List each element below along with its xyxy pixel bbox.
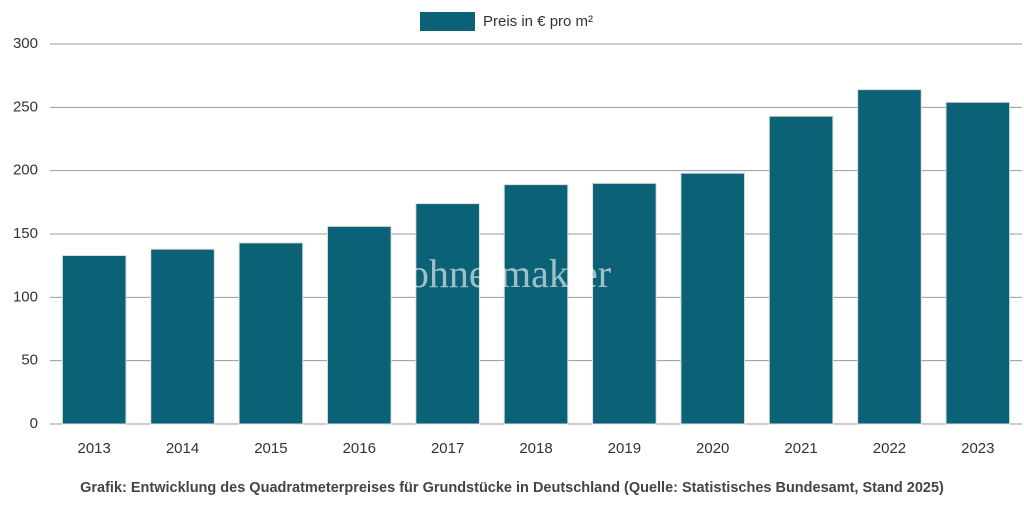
bar bbox=[768, 115, 834, 425]
x-tick-label: 2019 bbox=[608, 440, 641, 457]
bar bbox=[592, 182, 657, 425]
x-tick-label: 2018 bbox=[519, 440, 552, 457]
x-tick-label: 2020 bbox=[696, 440, 729, 457]
x-tick-label: 2014 bbox=[166, 440, 199, 457]
bar bbox=[150, 248, 215, 425]
caption: Grafik: Entwicklung des Quadratmeterprei… bbox=[80, 480, 944, 496]
bar bbox=[326, 225, 392, 425]
x-tick-label: 2022 bbox=[873, 440, 906, 457]
x-tick-label: 2017 bbox=[431, 440, 464, 457]
x-tick-label: 2023 bbox=[961, 440, 994, 457]
y-tick-label: 0 bbox=[30, 415, 38, 432]
x-tick-label: 2013 bbox=[77, 440, 110, 457]
bar bbox=[945, 101, 1011, 425]
bar bbox=[857, 89, 922, 425]
y-tick-label: 150 bbox=[13, 225, 38, 242]
bar bbox=[680, 172, 746, 425]
watermark: ohne-makler bbox=[409, 251, 611, 296]
bar bbox=[503, 184, 569, 425]
x-tick-label: 2021 bbox=[784, 440, 817, 457]
legend-label: Preis in € pro m² bbox=[483, 13, 593, 30]
y-tick-label: 300 bbox=[13, 35, 38, 52]
y-tick-label: 200 bbox=[13, 162, 38, 179]
bar bbox=[415, 203, 480, 425]
legend-swatch bbox=[420, 12, 475, 31]
y-tick-label: 250 bbox=[13, 98, 38, 115]
y-tick-label: 100 bbox=[13, 288, 38, 305]
y-tick-label: 50 bbox=[21, 352, 38, 369]
x-tick-label: 2015 bbox=[254, 440, 287, 457]
x-tick-label: 2016 bbox=[343, 440, 376, 457]
bar bbox=[238, 242, 304, 425]
bar bbox=[61, 255, 127, 425]
